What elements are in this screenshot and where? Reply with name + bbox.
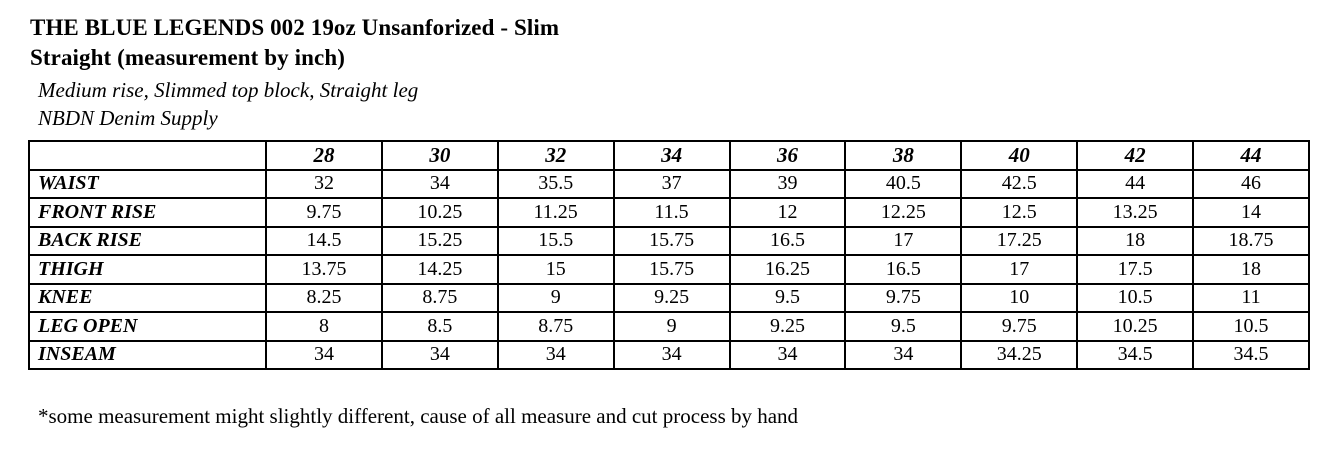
- measurement-row-label: THIGH: [28, 254, 267, 285]
- measurement-cell: 9.25: [612, 282, 731, 313]
- measurement-cell: 9.25: [728, 311, 847, 342]
- measurement-cell: 34: [265, 339, 383, 370]
- measurement-cell: 12: [728, 197, 847, 228]
- table-row: BACK RISE 14.5 15.25 15.5 15.75 16.5 17 17.25 18…: [28, 225, 1310, 256]
- table-row: INSEAM 34 34 34 34 34 34 34.25 34.5 34.5: [28, 339, 1310, 370]
- measurement-cell: 8.75: [496, 311, 615, 342]
- table-row: FRONT RISE 9.75 10.25 11.25 11.5 12 12.25 12.5 1…: [28, 197, 1310, 228]
- measurement-cell: 8.5: [380, 311, 499, 342]
- fit-description: Medium rise, Slimmed top block, Straight…: [38, 78, 419, 102]
- measurement-cell: 18.75: [1192, 225, 1310, 256]
- measurement-cell: 9.5: [728, 282, 847, 313]
- measurement-row-label: KNEE: [28, 282, 267, 313]
- measurement-cell: 9.75: [265, 197, 383, 228]
- measurement-cell: 9: [496, 282, 615, 313]
- measurement-cell: 11: [1192, 282, 1310, 313]
- measurement-cell: 9.75: [960, 311, 1079, 342]
- measurement-cell: 34: [844, 339, 963, 370]
- measurement-cell: 12.5: [960, 197, 1079, 228]
- measurement-cell: 34: [496, 339, 615, 370]
- measurement-cell: 16.25: [728, 254, 847, 285]
- measurement-cell: 10.25: [1076, 311, 1194, 342]
- measurement-cell: 44: [1076, 168, 1194, 199]
- measurement-row-label: INSEAM: [28, 339, 267, 370]
- measurement-cell: 11.5: [612, 197, 731, 228]
- measurement-cell: 8: [265, 311, 383, 342]
- measurement-cell: 10: [960, 282, 1079, 313]
- measurement-cell: 34.5: [1076, 339, 1194, 370]
- measurement-cell: 16.5: [728, 225, 847, 256]
- size-column-header: 28: [265, 140, 383, 171]
- measurement-cell: 17: [960, 254, 1079, 285]
- handmade-disclaimer-footnote: *some measurement might slightly differe…: [38, 404, 799, 428]
- measurement-row-label: WAIST: [28, 168, 267, 199]
- table-row: LEG OPEN 8 8.5 8.75 9 9.25 9.5 9.75 10.25 10.5: [28, 311, 1310, 342]
- size-column-header: 40: [960, 140, 1079, 171]
- measurement-cell: 32: [265, 168, 383, 199]
- measurement-cell: 18: [1192, 254, 1310, 285]
- measurement-cell: 34.5: [1192, 339, 1310, 370]
- brand-name: NBDN Denim Supply: [38, 106, 218, 130]
- measurement-row-label: BACK RISE: [28, 225, 267, 256]
- measurement-cell: 10.25: [380, 197, 499, 228]
- size-column-header: 44: [1192, 140, 1310, 171]
- measurement-cell: 17.25: [960, 225, 1079, 256]
- measurement-cell: 15: [496, 254, 615, 285]
- measurement-cell: 34: [728, 339, 847, 370]
- measurement-cell: 34: [612, 339, 731, 370]
- measurement-cell: 42.5: [960, 168, 1079, 199]
- measurement-cell: 14: [1192, 197, 1310, 228]
- measurement-cell: 15.75: [612, 225, 731, 256]
- measurement-row-label: FRONT RISE: [28, 197, 267, 228]
- measurement-cell: 34: [380, 168, 499, 199]
- measurement-cell: 12.25: [844, 197, 963, 228]
- size-chart-page: THE BLUE LEGENDS 002 19oz Unsanforized -…: [0, 15, 1334, 428]
- measurement-cell: 46: [1192, 168, 1310, 199]
- size-chart-table: 28 30 32 34 36 38 40 42 44 WAIST 32 34 35.5 37 39 40.5…: [28, 140, 1310, 370]
- measurement-cell: 14.25: [380, 254, 499, 285]
- measurement-cell: 13.25: [1076, 197, 1194, 228]
- subtitle-block: Medium rise, Slimmed top block, Straight…: [0, 76, 1334, 132]
- table-row: WAIST 32 34 35.5 37 39 40.5 42.5 44 46: [28, 168, 1310, 199]
- measurement-cell: 17: [844, 225, 963, 256]
- measurement-cell: 16.5: [844, 254, 963, 285]
- measurement-cell: 13.75: [265, 254, 383, 285]
- measurement-cell: 10.5: [1076, 282, 1194, 313]
- size-column-header: 30: [380, 140, 499, 171]
- measurement-cell: 9: [612, 311, 731, 342]
- measurement-cell: 34.25: [960, 339, 1079, 370]
- size-column-header: 36: [728, 140, 847, 171]
- measurement-cell: 18: [1076, 225, 1194, 256]
- measurement-cell: 14.5: [265, 225, 383, 256]
- corner-cell: [28, 140, 267, 171]
- measurement-cell: 9.5: [844, 311, 963, 342]
- size-column-header: 42: [1076, 140, 1194, 171]
- table-row: THIGH 13.75 14.25 15 15.75 16.25 16.5 17 17.5 18: [28, 254, 1310, 285]
- measurement-cell: 34: [380, 339, 499, 370]
- size-table-body: WAIST 32 34 35.5 37 39 40.5 42.5 44 46 FRONT RISE 9…: [28, 168, 1310, 370]
- measurement-cell: 10.5: [1192, 311, 1310, 342]
- measurement-cell: 11.25: [496, 197, 615, 228]
- measurement-cell: 15.25: [380, 225, 499, 256]
- measurement-cell: 8.25: [265, 282, 383, 313]
- measurement-cell: 9.75: [844, 282, 963, 313]
- table-row: KNEE 8.25 8.75 9 9.25 9.5 9.75 10 10.5 11: [28, 282, 1310, 313]
- size-column-header: 38: [844, 140, 963, 171]
- measurement-cell: 15.75: [612, 254, 731, 285]
- size-column-header: 34: [612, 140, 731, 171]
- measurement-cell: 39: [728, 168, 847, 199]
- measurement-cell: 17.5: [1076, 254, 1194, 285]
- size-header-row: 28 30 32 34 36 38 40 42 44: [28, 140, 1310, 171]
- measurement-cell: 8.75: [380, 282, 499, 313]
- measurement-row-label: LEG OPEN: [28, 311, 267, 342]
- measurement-cell: 40.5: [844, 168, 963, 199]
- measurement-cell: 37: [612, 168, 731, 199]
- product-title: THE BLUE LEGENDS 002 19oz Unsanforized -…: [30, 15, 560, 70]
- measurement-cell: 15.5: [496, 225, 615, 256]
- measurement-cell: 35.5: [496, 168, 615, 199]
- size-column-header: 32: [496, 140, 615, 171]
